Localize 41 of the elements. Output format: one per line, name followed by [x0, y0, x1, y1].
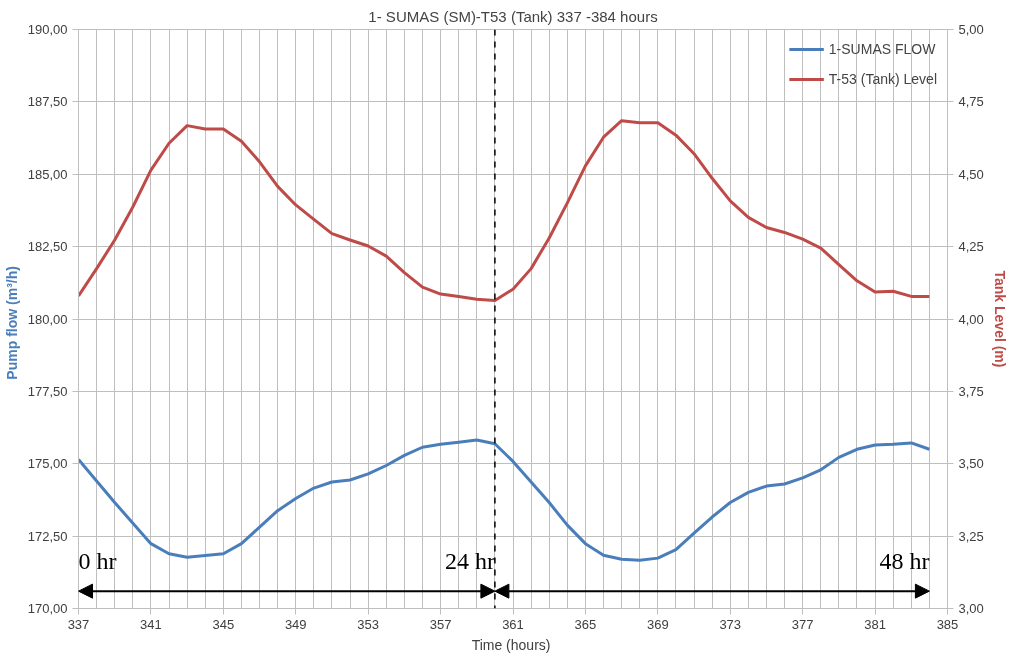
y2-tick-label: 4,00 [958, 311, 984, 327]
y2-tick-label: 5,00 [958, 22, 984, 37]
annotation: 48 hr [879, 547, 930, 574]
y-tick-label: 185,00 [27, 166, 68, 182]
annotation: 24 hr [444, 547, 495, 574]
x-tick-label: 341 [140, 616, 162, 632]
x-tick-label: 385 [936, 616, 959, 632]
line-series [78, 119, 931, 302]
y2-tick-label: 3,50 [958, 456, 984, 472]
y2-tick-label: 3,25 [958, 528, 984, 544]
x-tick-label: 361 [502, 616, 524, 632]
x-tick-label: 353 [357, 616, 380, 632]
x-tick-label: 381 [864, 616, 886, 632]
y2-tick-label: 3,00 [958, 601, 984, 616]
y-tick-label: 182,50 [27, 239, 68, 255]
x-tick-label: 369 [646, 616, 669, 632]
annotation: 0 hr [78, 547, 117, 574]
x-axis-title: Time (hours) [471, 636, 551, 653]
y2-tick-label: 3,75 [958, 383, 984, 399]
legend-label: 1-SUMAS FLOW [828, 41, 936, 57]
y-tick-label: 172,50 [27, 528, 68, 544]
y2-tick-label: 4,25 [958, 239, 984, 255]
legend-label: T-53 (Tank) Level [828, 71, 937, 87]
x-tick-label: 365 [574, 616, 597, 632]
x-tick-label: 337 [67, 616, 90, 632]
x-tick-label: 377 [791, 616, 814, 632]
y-tick-label: 187,50 [27, 94, 68, 110]
y2-tick-label: 4,75 [958, 94, 984, 110]
x-tick-label: 349 [284, 616, 307, 632]
x-tick-label: 373 [719, 616, 742, 632]
y-axis-title: Pump flow (m³/h) [3, 266, 20, 380]
y2-tick-label: 4,50 [958, 166, 984, 182]
y-tick-label: 175,00 [27, 456, 68, 472]
y-tick-label: 177,50 [27, 383, 68, 399]
y-tick-label: 180,00 [27, 311, 68, 327]
y-tick-label: 190,00 [27, 22, 68, 37]
y-tick-label: 170,00 [27, 601, 68, 616]
x-tick-label: 345 [212, 616, 235, 632]
y2-axis-title: Tank Level (m) [991, 270, 1008, 368]
x-tick-label: 357 [429, 616, 452, 632]
chart-title: 1- SUMAS (SM)-T53 (Tank) 337 -384 hours [368, 7, 658, 25]
